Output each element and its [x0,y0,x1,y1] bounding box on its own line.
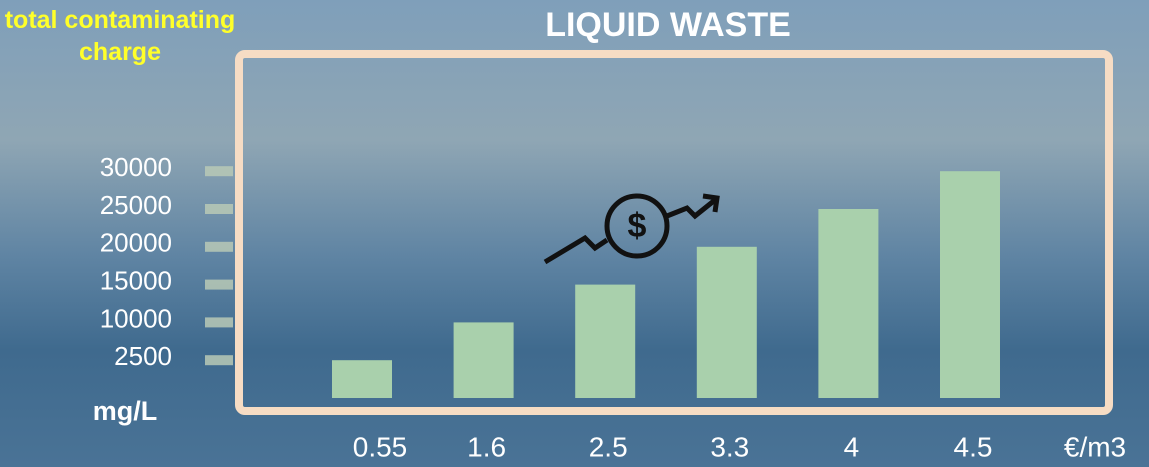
x-tick-label: 0.55 [353,431,408,462]
tick-mark [205,204,233,214]
x-tick-label: 1.6 [467,431,506,462]
x-tick-label: 4.5 [954,431,993,462]
svg-text:$: $ [628,207,647,245]
y-tick-label: 15000 [100,265,172,295]
x-unit: €/m3 [1064,431,1126,462]
bar [453,322,514,398]
tick-mark [205,355,233,366]
chart-title: LIQUID WASTE [545,6,791,44]
y-tick-label: 2500 [114,341,172,371]
y-tick-label: 25000 [100,190,172,220]
y-label-box: total contaminating charge [4,6,236,66]
bar [940,171,1000,398]
y-axis-label: total contaminating charge [4,6,236,66]
y-tick-label: 10000 [100,303,172,333]
bar [575,284,636,398]
price-icon: $ [543,193,720,265]
x-tick-label: 2.5 [589,431,628,462]
tick-mark [205,279,233,290]
y-tick-label: 30000 [100,152,172,182]
bar [332,360,392,398]
bar [696,246,757,398]
frame [235,50,1113,415]
tick-mark [205,166,233,177]
tick-mark [205,317,233,328]
y-unit: mg/L [93,396,158,426]
x-tick-label: 3.3 [710,431,749,462]
x-tick-label: 4 [844,431,860,462]
tick-mark [205,241,233,252]
y-tick-label: 20000 [100,228,172,258]
bar [818,209,879,398]
